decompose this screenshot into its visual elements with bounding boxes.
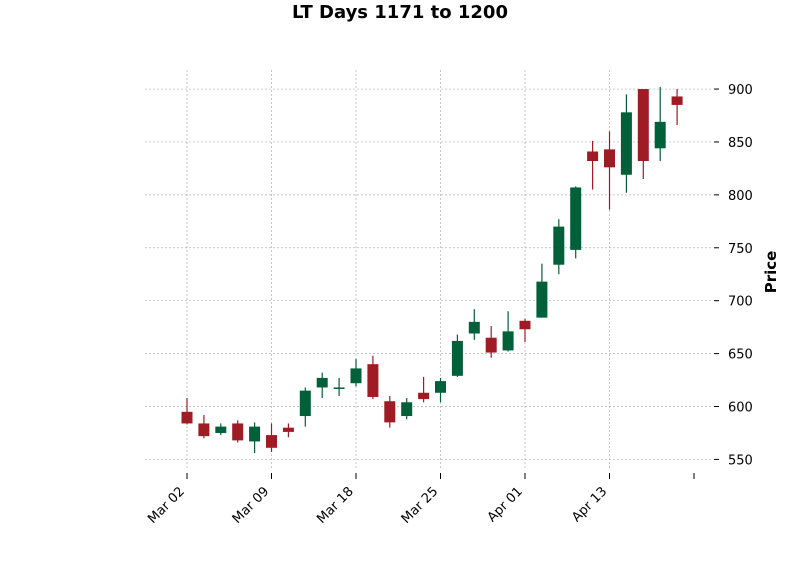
y-tick-label: 750 — [728, 242, 753, 257]
x-tick-label: Mar 09 — [230, 484, 273, 527]
candle-body — [181, 411, 193, 424]
candle-body — [418, 392, 430, 400]
x-tick-label: Mar 02 — [145, 484, 188, 527]
candle-body — [333, 387, 345, 389]
candle-body — [570, 187, 582, 250]
x-tick-label: Apr 13 — [569, 484, 610, 525]
candle-body — [299, 390, 311, 417]
y-axis: 550 600 650 700 750 800 850 900 — [714, 83, 753, 468]
candle-body — [266, 435, 277, 448]
candle-body — [282, 427, 294, 432]
x-axis: Mar 02 Mar 09 Mar 18 Mar 25 Apr 01 Apr 13 — [145, 473, 695, 527]
candle-body — [249, 426, 261, 442]
y-tick-label: 850 — [728, 136, 753, 151]
candle-body — [350, 368, 362, 384]
candle-body — [519, 320, 531, 330]
candle-body — [468, 321, 480, 334]
candle-body — [401, 402, 413, 417]
candles — [181, 86, 683, 454]
candle-body — [232, 423, 244, 441]
candle-body — [316, 377, 328, 388]
y-tick-label: 900 — [728, 83, 753, 98]
candle-body — [587, 151, 599, 162]
x-tick-label: Mar 18 — [314, 484, 357, 527]
candle-body — [553, 226, 565, 265]
candle-body — [654, 121, 666, 149]
y-tick-label: 800 — [728, 189, 753, 204]
candle-body — [198, 423, 210, 437]
y-tick-label: 650 — [728, 348, 753, 363]
candle-body — [502, 331, 514, 351]
candle-body — [485, 337, 497, 353]
y-tick-label: 700 — [728, 295, 753, 310]
x-tick-label: Apr 01 — [485, 484, 526, 525]
candle-body — [435, 381, 446, 393]
candle-body — [215, 426, 227, 433]
candle-body — [367, 364, 379, 397]
candle-body — [604, 149, 615, 168]
chart-title: LT Days 1171 to 1200 — [292, 2, 508, 23]
candle-body — [620, 112, 632, 175]
candle-body — [451, 340, 463, 376]
x-tick-label: Mar 25 — [399, 484, 442, 527]
candle-body — [637, 89, 649, 162]
y-tick-label: 550 — [728, 453, 753, 468]
y-tick-label: 600 — [728, 401, 753, 416]
candle-body — [671, 96, 683, 105]
candle-body — [536, 281, 548, 318]
y-axis-label: Price — [762, 251, 780, 294]
candle-body — [384, 401, 396, 423]
grid-lines — [145, 70, 712, 470]
